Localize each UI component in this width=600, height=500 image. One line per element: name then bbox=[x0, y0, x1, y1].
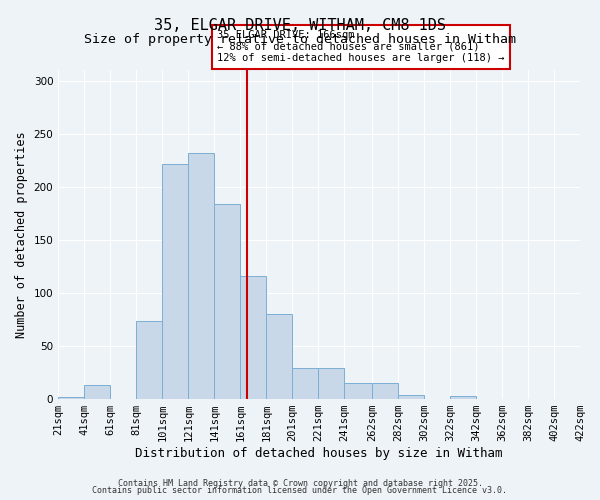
Text: Size of property relative to detached houses in Witham: Size of property relative to detached ho… bbox=[84, 32, 516, 46]
Bar bbox=[241, 276, 266, 399]
Bar bbox=[136, 320, 162, 399]
Bar bbox=[266, 314, 292, 399]
X-axis label: Distribution of detached houses by size in Witham: Distribution of detached houses by size … bbox=[136, 447, 503, 460]
Text: Contains public sector information licensed under the Open Government Licence v3: Contains public sector information licen… bbox=[92, 486, 508, 495]
Bar bbox=[398, 395, 424, 399]
Text: Contains HM Land Registry data © Crown copyright and database right 2025.: Contains HM Land Registry data © Crown c… bbox=[118, 478, 482, 488]
Bar bbox=[188, 153, 214, 399]
Bar bbox=[319, 368, 344, 399]
Bar bbox=[344, 383, 372, 399]
Text: 35 ELGAR DRIVE: 166sqm
← 88% of detached houses are smaller (861)
12% of semi-de: 35 ELGAR DRIVE: 166sqm ← 88% of detached… bbox=[217, 30, 505, 64]
Bar bbox=[580, 397, 600, 399]
Bar bbox=[58, 397, 84, 399]
Bar bbox=[84, 386, 110, 399]
Bar bbox=[214, 204, 241, 399]
Bar bbox=[162, 164, 188, 399]
Bar bbox=[372, 383, 398, 399]
Bar bbox=[450, 396, 476, 399]
Text: 35, ELGAR DRIVE, WITHAM, CM8 1DS: 35, ELGAR DRIVE, WITHAM, CM8 1DS bbox=[154, 18, 446, 32]
Y-axis label: Number of detached properties: Number of detached properties bbox=[15, 131, 28, 338]
Bar bbox=[292, 368, 319, 399]
